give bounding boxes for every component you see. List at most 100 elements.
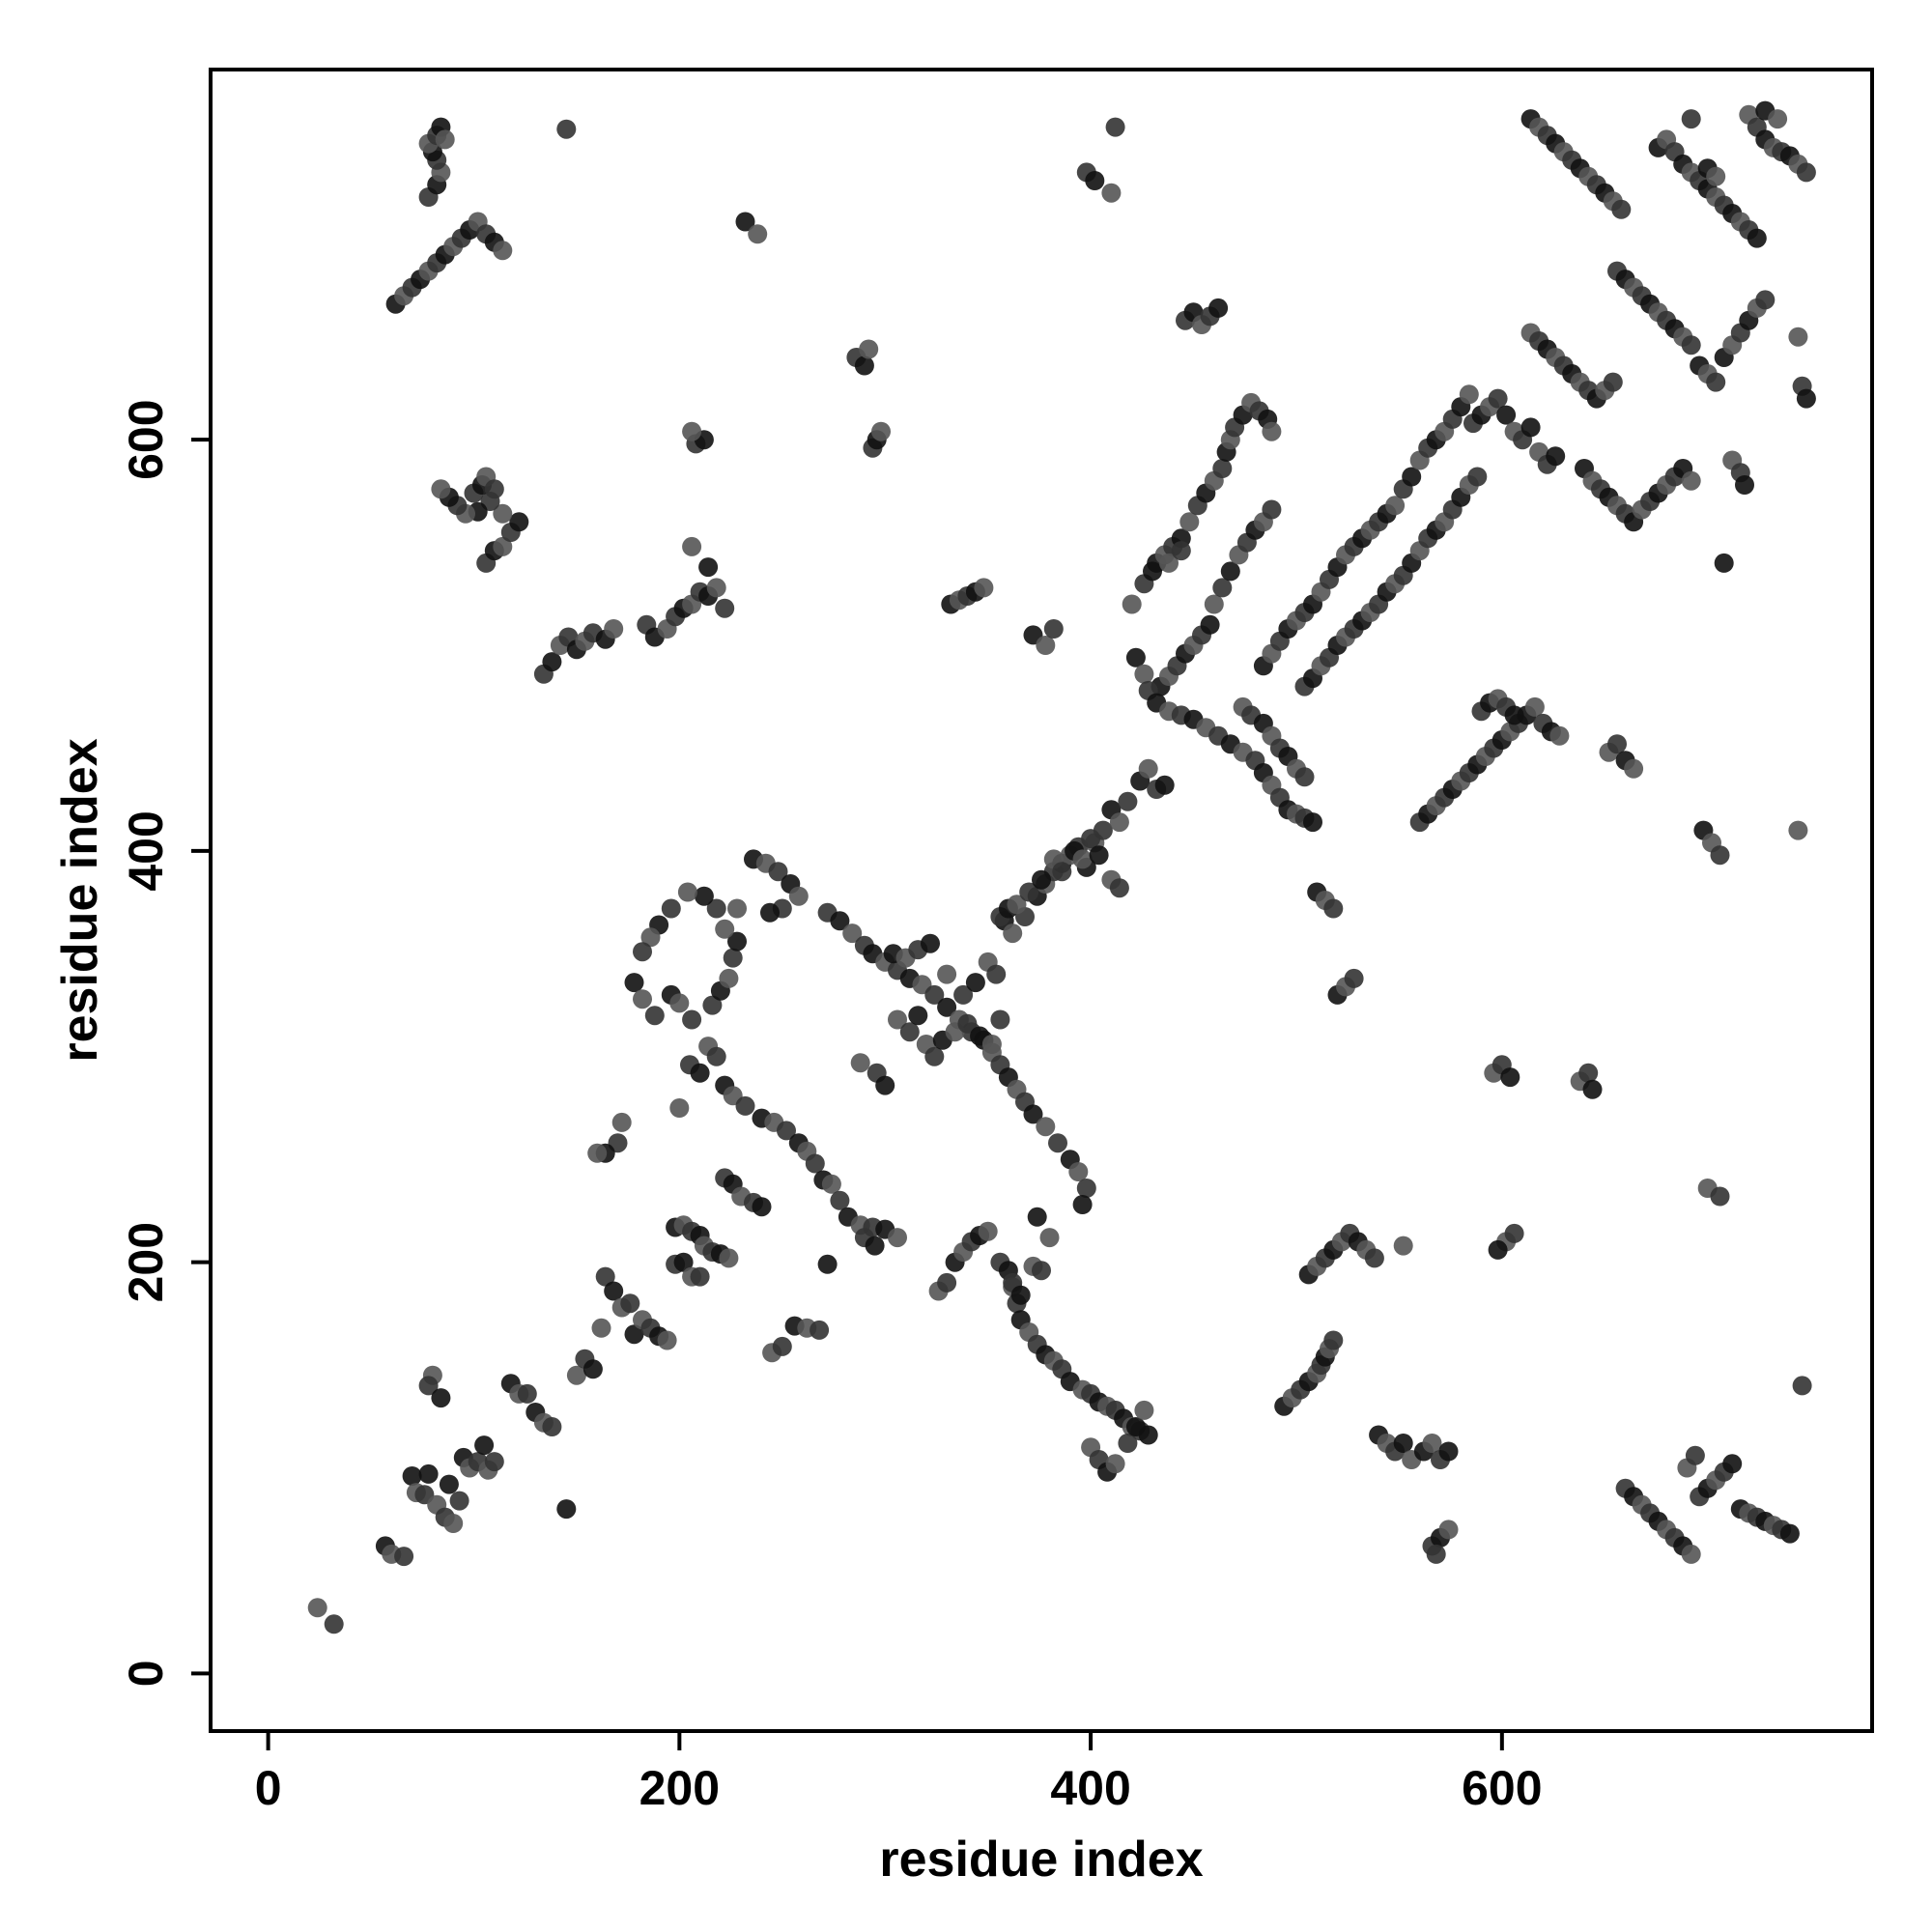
scatter-point (402, 1466, 422, 1486)
scatter-point (1504, 705, 1524, 725)
scatter-point (443, 1514, 464, 1533)
scatter-point (1023, 1104, 1043, 1124)
scatter-point (644, 1006, 665, 1026)
scatter-point (752, 1197, 772, 1217)
scatter-point (723, 948, 743, 968)
scatter-point (1072, 1195, 1093, 1214)
scatter-point (1488, 388, 1508, 409)
y-tick-label: 600 (119, 399, 173, 479)
scatter-point (1134, 1400, 1154, 1420)
scatter-point (1393, 1434, 1413, 1453)
scatter-point (924, 984, 945, 1005)
scatter-point (1681, 470, 1701, 491)
scatter-point (1582, 1079, 1603, 1099)
scatter-point (1076, 1179, 1096, 1198)
x-tick-label: 200 (639, 1761, 720, 1815)
scatter-point (1681, 109, 1701, 129)
scatter-point (1109, 812, 1129, 833)
scatter-point (1171, 541, 1191, 561)
scatter-point (682, 421, 702, 441)
scatter-point (1710, 845, 1730, 866)
scatter-point (921, 933, 940, 953)
scatter-point (706, 898, 726, 919)
scatter-point (772, 1336, 792, 1356)
scatter-point (888, 1009, 907, 1030)
scatter-point (1402, 467, 1422, 487)
plot-frame (209, 68, 1874, 1733)
scatter-point (1681, 1544, 1701, 1564)
scatter-point (493, 241, 513, 261)
scatter-point (1796, 162, 1816, 183)
scatter-point (1578, 1063, 1599, 1083)
scatter-point (640, 927, 661, 948)
scatter-point (727, 931, 747, 952)
scatter-point (1212, 459, 1233, 478)
scatter-point (1208, 298, 1229, 318)
scatter-point (474, 1435, 495, 1456)
scatter-point (1125, 1417, 1146, 1436)
scatter-point (690, 1063, 710, 1083)
scatter-point (493, 536, 513, 556)
scatter-point (1323, 1330, 1344, 1350)
scatter-point (1385, 496, 1406, 516)
x-tick-label: 400 (1050, 1761, 1130, 1815)
scatter-point (1109, 878, 1129, 898)
x-tick-label: 0 (255, 1761, 282, 1815)
y-tick-label: 0 (119, 1660, 173, 1687)
scatter-point (542, 652, 562, 672)
scatter-point (924, 1046, 945, 1066)
scatter-point (694, 886, 714, 906)
scatter-point (1549, 725, 1570, 746)
scatter-point (1323, 898, 1344, 919)
scatter-point (1546, 446, 1566, 467)
scatter-point (1010, 1285, 1031, 1305)
scatter-point (1179, 512, 1200, 532)
scatter-point (431, 479, 451, 499)
scatter-point (1101, 183, 1122, 203)
scatter-point (1520, 417, 1541, 438)
scatter-point (735, 1095, 755, 1116)
scatter-point (1792, 1376, 1812, 1396)
scatter-point (1603, 372, 1623, 392)
scatter-point (715, 598, 735, 618)
scatter-point (1036, 1117, 1056, 1137)
scatter-point (1459, 384, 1479, 405)
scatter-point (1143, 561, 1162, 582)
scatter-point (698, 557, 719, 578)
scatter-point (908, 1006, 928, 1026)
scatter-point (1007, 895, 1027, 915)
scatter-point (817, 1254, 838, 1274)
scatter-point (978, 1221, 998, 1241)
scatter-point (484, 479, 504, 499)
scatter-point (777, 1121, 796, 1141)
scatter-point (805, 1153, 825, 1174)
scatter-point (677, 882, 697, 902)
scatter-point (1019, 882, 1039, 902)
scatter-point (449, 1491, 469, 1511)
scatter-point (1438, 1441, 1459, 1462)
scatter-point (1747, 228, 1767, 248)
scatter-point (899, 1022, 920, 1042)
scatter-point (830, 1190, 850, 1210)
scatter-point (706, 1046, 726, 1066)
scatter-point (715, 919, 735, 939)
scatter-point (1200, 614, 1220, 635)
scatter-point (682, 1009, 702, 1030)
scatter-point (435, 129, 455, 150)
scatter-point (1204, 594, 1224, 614)
scatter-point (669, 993, 690, 1013)
scatter-point (888, 1228, 907, 1248)
scatter-point (990, 1009, 1010, 1030)
scatter-point (830, 911, 850, 931)
scatter-point (1105, 1454, 1125, 1474)
scatter-point (1710, 1186, 1730, 1207)
scatter-point (1125, 647, 1146, 668)
scatter-point (1048, 1133, 1067, 1153)
scatter-point (587, 1143, 608, 1163)
scatter-point (604, 619, 624, 639)
scatter-point (1032, 869, 1051, 890)
scatter-point (1504, 1223, 1524, 1243)
scatter-point (1036, 636, 1056, 655)
scatter-point (493, 503, 513, 524)
